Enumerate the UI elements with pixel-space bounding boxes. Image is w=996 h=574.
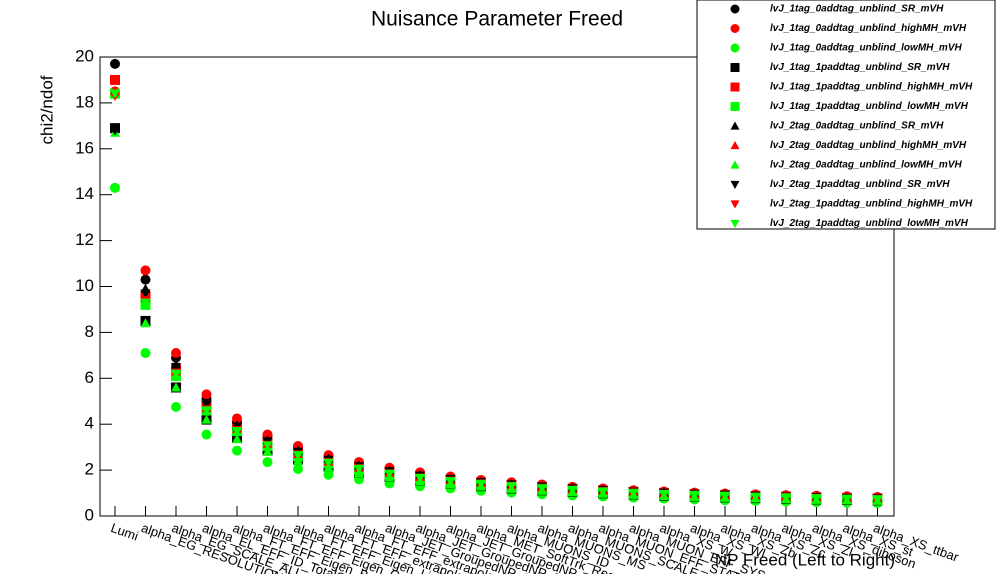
- marker: [659, 489, 669, 499]
- marker: [110, 74, 120, 85]
- legend-marker: [730, 180, 740, 189]
- marker: [140, 265, 151, 276]
- legend-label: lvJ_2tag_0addtag_unblind_highMH_mVH: [770, 140, 967, 151]
- marker: [201, 400, 212, 410]
- marker: [110, 182, 120, 193]
- marker: [262, 446, 273, 456]
- marker: [781, 493, 791, 503]
- y-tick-label: 8: [85, 322, 94, 341]
- legend-marker: [730, 24, 740, 33]
- marker: [140, 274, 151, 285]
- legend-marker: [730, 141, 740, 150]
- legend-marker: [730, 219, 740, 228]
- marker: [171, 401, 181, 412]
- marker: [537, 484, 547, 494]
- y-tick-label: 12: [75, 230, 94, 249]
- marker: [232, 413, 242, 424]
- marker: [567, 485, 578, 495]
- marker: [354, 464, 364, 474]
- marker: [750, 492, 761, 502]
- legend-label: lvJ_1tag_1paddtag_unblind_lowMH_mVH: [770, 101, 969, 112]
- legend-marker: [730, 160, 740, 169]
- legend-label: lvJ_1tag_0addtag_unblind_SR_mVH: [770, 4, 944, 15]
- marker: [384, 469, 395, 479]
- legend-label: lvJ_2tag_0addtag_unblind_SR_mVH: [770, 121, 944, 132]
- marker: [628, 488, 639, 498]
- chart-title: Nuisance Parameter Freed: [371, 8, 623, 31]
- marker: [262, 457, 273, 468]
- legend-marker: [730, 102, 740, 111]
- legend-label: lvJ_1tag_0addtag_unblind_highMH_mVH: [770, 23, 967, 34]
- marker: [842, 494, 852, 504]
- legend-marker: [730, 121, 740, 130]
- marker: [323, 458, 334, 468]
- legend-marker: [730, 4, 740, 14]
- marker: [140, 348, 151, 359]
- legend-label: lvJ_2tag_1paddtag_unblind_SR_mVH: [770, 179, 950, 190]
- marker: [720, 491, 730, 501]
- marker: [598, 487, 608, 497]
- marker: [201, 406, 212, 416]
- y-tick-label: 6: [85, 368, 94, 387]
- legend-marker: [730, 43, 740, 53]
- marker: [506, 482, 517, 492]
- marker: [232, 427, 242, 437]
- marker: [811, 494, 822, 504]
- legend-marker: [730, 82, 740, 92]
- marker: [110, 89, 120, 99]
- marker: [171, 362, 181, 372]
- marker: [171, 369, 181, 379]
- legend-label: lvJ_2tag_0addtag_unblind_lowMH_mVH: [770, 160, 962, 171]
- marker: [293, 463, 303, 474]
- marker: [232, 434, 242, 444]
- marker: [140, 298, 151, 308]
- marker: [262, 441, 273, 451]
- marker: [171, 348, 181, 359]
- marker: [445, 477, 456, 487]
- legend-label: lvJ_1tag_0addtag_unblind_lowMH_mVH: [770, 43, 962, 54]
- marker: [110, 58, 120, 69]
- legend-box: [696, 0, 996, 230]
- marker: [140, 289, 151, 299]
- marker: [323, 469, 334, 480]
- marker: [110, 126, 120, 136]
- legend-label: lvJ_1tag_1paddtag_unblind_highMH_mVH: [770, 82, 973, 93]
- y-axis-label: chi2/ndof: [37, 75, 56, 144]
- marker: [872, 495, 883, 505]
- marker: [415, 473, 425, 483]
- marker: [171, 382, 181, 392]
- x-axis-label: NP Freed (Left to Right): [715, 550, 895, 569]
- marker: [201, 414, 212, 424]
- y-tick-label: 20: [75, 46, 94, 65]
- legend-label: lvJ_1tag_1paddtag_unblind_SR_mVH: [770, 62, 950, 73]
- y-tick-label: 16: [75, 138, 94, 157]
- marker: [232, 445, 242, 456]
- marker: [689, 490, 700, 500]
- marker: [140, 318, 151, 328]
- marker: [476, 479, 486, 489]
- marker: [201, 429, 212, 440]
- y-tick-label: 18: [75, 92, 94, 111]
- y-tick-label: 10: [75, 276, 94, 295]
- y-tick-label: 2: [85, 460, 94, 479]
- y-tick-label: 4: [85, 414, 94, 433]
- marker: [262, 429, 273, 440]
- legend-label: lvJ_2tag_1paddtag_unblind_lowMH_mVH: [770, 218, 969, 229]
- y-tick-label: 0: [85, 505, 94, 524]
- legend-label: lvJ_2tag_1paddtag_unblind_highMH_mVH: [770, 199, 973, 210]
- marker: [201, 389, 212, 400]
- marker: [293, 451, 303, 461]
- marker: [293, 455, 303, 465]
- legend-marker: [730, 200, 740, 209]
- legend-marker: [730, 63, 740, 72]
- y-tick-label: 14: [75, 184, 94, 203]
